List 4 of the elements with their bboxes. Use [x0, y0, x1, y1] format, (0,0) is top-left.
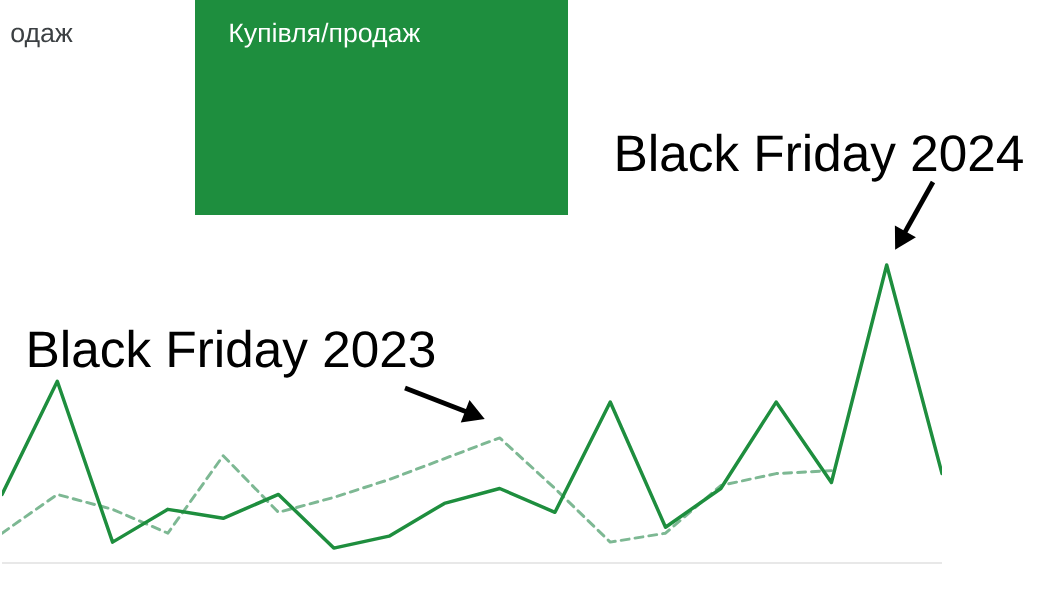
text: одаж [11, 27, 73, 48]
text: Купівля/продаж [230, 22, 421, 48]
text: Black Friday 2024 [617, 133, 1023, 182]
annotation: Black Friday 2023 [29, 329, 435, 378]
